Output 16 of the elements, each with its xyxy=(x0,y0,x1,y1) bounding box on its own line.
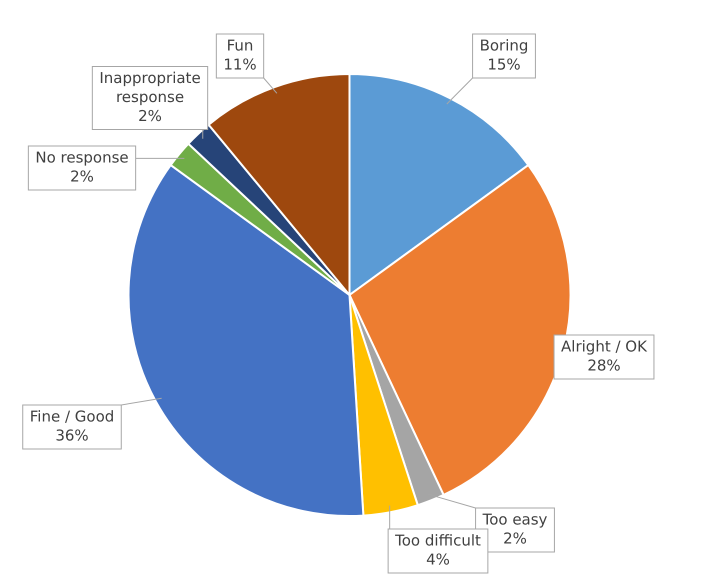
data-label: 4% xyxy=(426,550,450,568)
slice-label: Boring xyxy=(480,36,528,54)
slice-label: Alright / OK xyxy=(561,337,648,356)
data-label: 15% xyxy=(487,55,521,74)
data-label: 2% xyxy=(138,106,162,125)
data-label: 2% xyxy=(503,529,527,548)
data-label: 36% xyxy=(55,426,89,444)
slice-label: Fine / Good xyxy=(30,407,114,426)
data-label: 2% xyxy=(70,167,94,186)
slice-label: Fun xyxy=(226,36,254,54)
slice-label: Too easy xyxy=(482,510,548,528)
slice-label: No response xyxy=(35,148,129,166)
slice-label: Inappropriate response xyxy=(99,68,201,106)
data-label: 11% xyxy=(223,55,257,74)
data-label: 28% xyxy=(587,356,621,374)
slice-label: Too difficult xyxy=(394,531,481,550)
